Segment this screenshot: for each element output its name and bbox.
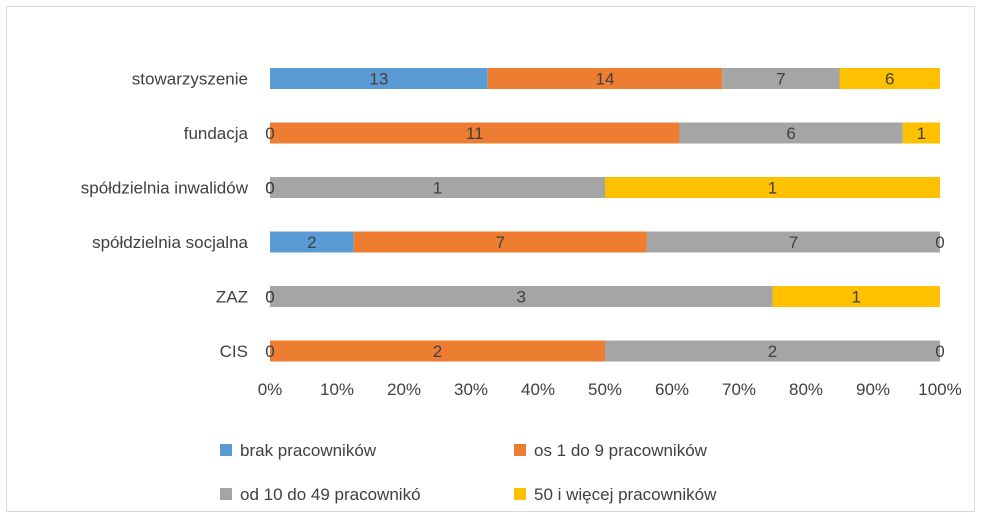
legend-swatch-od-10-do-49-pracowniko	[220, 488, 232, 500]
legend-label-od-10-do-49-pracowniko: od 10 do 49 pracownikó	[240, 485, 421, 504]
data-label-zaz-od-10-do-49-pracowniko: 3	[517, 288, 526, 307]
bar-stowarzyszenie-brak-pracownikow	[270, 68, 488, 89]
data-label-zaz-brak-pracownikow: 0	[265, 288, 274, 307]
x-tick-label: 20%	[387, 380, 421, 399]
data-label-fundacja-os-1-do-9-pracownikow: 11	[466, 124, 484, 143]
data-label-cis-50-i-wiecej-pracownikow: 0	[935, 342, 944, 361]
bar-stowarzyszenie-50-i-wiecej-pracownikow	[839, 68, 940, 89]
data-label-cis-brak-pracownikow: 0	[265, 342, 274, 361]
data-label-fundacja-50-i-wiecej-pracownikow: 1	[917, 124, 926, 143]
bar-spoldzielnia-socjalna-os-1-do-9-pracownikow	[353, 231, 647, 253]
bar-fundacja-os-1-do-9-pracownikow	[270, 122, 680, 144]
category-label-stowarzyszenie: stowarzyszenie	[132, 70, 248, 89]
x-tick-label: 10%	[320, 380, 354, 399]
x-tick-label: 100%	[918, 380, 961, 399]
x-tick-label: 0%	[258, 380, 283, 399]
data-label-spoldzielnia-socjalna-od-10-do-49-pracowniko: 7	[789, 233, 798, 252]
bar-zaz-50-i-wiecej-pracownikow	[772, 286, 940, 307]
bars-group	[270, 68, 940, 362]
bar-spoldzielnia-inwalidow-od-10-do-49-pracowniko	[270, 177, 605, 198]
data-label-spoldzielnia-inwalidow-50-i-wiecej-pracownikow: 1	[768, 179, 777, 198]
category-label-fundacja: fundacja	[184, 124, 249, 143]
legend-label-50-i-wiecej-pracownikow: 50 i więcej pracowników	[534, 485, 717, 504]
data-label-fundacja-od-10-do-49-pracowniko: 6	[786, 124, 795, 143]
bar-stowarzyszenie-os-1-do-9-pracownikow	[487, 68, 723, 89]
category-label-cis: CIS	[220, 342, 248, 361]
x-tick-label: 30%	[454, 380, 488, 399]
data-label-spoldzielnia-inwalidow-os-1-do-9-pracownikow: 0	[265, 179, 274, 198]
legend: brak pracowników os 1 do 9 pracowników od …	[220, 441, 717, 504]
chart-frame	[6, 6, 975, 512]
bar-spoldzielnia-inwalidow-50-i-wiecej-pracownikow	[605, 177, 940, 198]
x-tick-label: 70%	[722, 380, 756, 399]
data-label-spoldzielnia-socjalna-os-1-do-9-pracownikow: 7	[496, 233, 505, 252]
data-label-stowarzyszenie-os-1-do-9-pracownikow: 14	[596, 70, 615, 89]
category-labels-group: stowarzyszenie fundacja spółdzielnia inwal…	[81, 70, 249, 362]
bar-spoldzielnia-socjalna-od-10-do-49-pracowniko	[646, 231, 940, 253]
data-label-cis-od-10-do-49-pracowniko: 2	[768, 342, 777, 361]
bar-fundacja-od-10-do-49-pracowniko	[679, 122, 903, 144]
data-label-zaz-50-i-wiecej-pracownikow: 1	[852, 288, 861, 307]
data-label-spoldzielnia-socjalna-brak-pracownikow: 2	[307, 233, 316, 252]
bar-spoldzielnia-socjalna-brak-pracownikow	[270, 231, 354, 253]
data-label-stowarzyszenie-brak-pracownikow: 13	[369, 70, 388, 89]
x-tick-label: 80%	[789, 380, 823, 399]
legend-swatch-os-1-do-9-pracownikow	[514, 444, 526, 456]
category-label-spoldzielnia-socjalna: spółdzielnia socjalna	[92, 233, 248, 252]
x-tick-label: 50%	[588, 380, 622, 399]
legend-label-os-1-do-9-pracownikow: os 1 do 9 pracowników	[534, 441, 708, 460]
category-label-zaz: ZAZ	[216, 288, 248, 307]
x-tick-labels-group: 0% 10% 20% 30% 40% 50% 60% 70% 80% 90% 100%	[258, 380, 962, 399]
legend-swatch-50-i-wiecej-pracownikow	[514, 488, 526, 500]
data-label-fundacja-brak-pracownikow: 0	[265, 124, 274, 143]
segment-labels-group: 13 14 7 60 11 6 100 1 12 7 7 000 3 10 2 2 0	[265, 70, 944, 362]
data-label-spoldzielnia-inwalidow-brak-pracownikow: 0	[265, 179, 274, 198]
bar-stowarzyszenie-od-10-do-49-pracowniko	[722, 68, 840, 89]
bar-cis-od-10-do-49-pracowniko	[605, 340, 940, 362]
bar-zaz-od-10-do-49-pracowniko	[270, 286, 773, 307]
data-label-stowarzyszenie-od-10-do-49-pracowniko: 7	[776, 70, 785, 89]
data-label-cis-os-1-do-9-pracownikow: 2	[433, 342, 442, 361]
legend-swatch-brak-pracownikow	[220, 444, 232, 456]
x-tick-label: 40%	[521, 380, 555, 399]
data-label-stowarzyszenie-50-i-wiecej-pracownikow: 6	[885, 70, 894, 89]
data-label-zaz-os-1-do-9-pracownikow: 0	[265, 288, 274, 307]
data-label-spoldzielnia-socjalna-50-i-wiecej-pracownikow: 0	[935, 233, 944, 252]
x-tick-label: 60%	[655, 380, 689, 399]
category-label-spoldzielnia-inwalidow: spółdzielnia inwalidów	[81, 179, 249, 198]
bar-fundacja-50-i-wiecej-pracownikow	[902, 122, 940, 144]
x-tick-label: 90%	[856, 380, 890, 399]
data-label-spoldzielnia-inwalidow-od-10-do-49-pracowniko: 1	[433, 179, 442, 198]
bar-cis-os-1-do-9-pracownikow	[270, 340, 605, 362]
legend-label-brak-pracownikow: brak pracowników	[240, 441, 377, 460]
